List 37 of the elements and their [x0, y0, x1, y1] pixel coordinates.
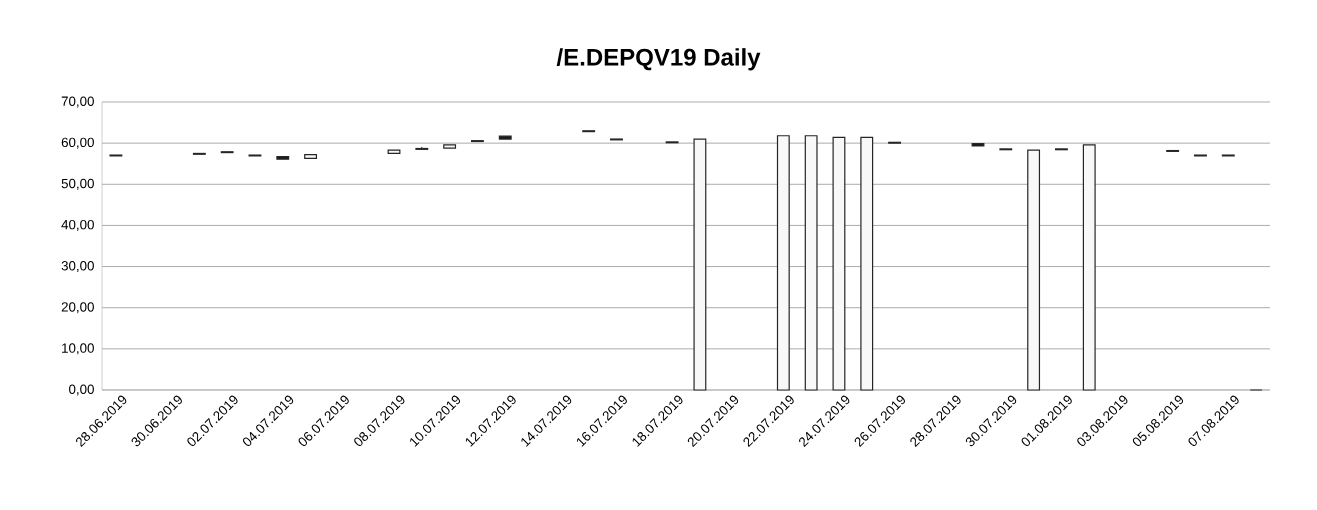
candlestick — [1166, 149, 1180, 152]
candlestick — [109, 154, 123, 157]
y-tick-label: 60,00 — [61, 137, 94, 149]
candlestick — [999, 148, 1013, 151]
candlestick — [387, 149, 401, 155]
candlestick — [1194, 154, 1207, 157]
candlestick — [582, 130, 596, 133]
candlestick — [832, 136, 846, 391]
y-tick-label: 10,00 — [62, 343, 94, 355]
candlestick — [693, 138, 707, 391]
candlestick — [248, 154, 262, 157]
candlestick — [804, 135, 818, 391]
candlestick — [776, 135, 790, 391]
candlestick — [1221, 154, 1235, 157]
y-tick-label: 0,00 — [69, 384, 94, 396]
candlestick — [971, 142, 985, 147]
candlestick — [415, 146, 429, 150]
y-tick-label: 30,00 — [61, 261, 94, 273]
candlestick — [276, 156, 290, 160]
candlestick — [888, 141, 902, 144]
candlestick — [1027, 149, 1041, 391]
y-tick-label: 50,00 — [61, 178, 94, 190]
candlestick — [665, 141, 679, 144]
candlestick — [471, 140, 484, 143]
candlestick — [220, 151, 234, 154]
candlestick — [860, 136, 874, 391]
candlestick — [610, 138, 623, 141]
y-tick-label: 70,00 — [61, 96, 94, 108]
candlestick — [443, 144, 457, 149]
y-tick-label: 20,00 — [61, 302, 94, 314]
y-tick-label: 40,00 — [61, 219, 94, 231]
candlestick — [498, 135, 512, 140]
chart-title: /E.DEPQV19 Daily — [556, 48, 761, 71]
candlestick — [192, 152, 206, 155]
candlestick — [1054, 148, 1068, 151]
candlestick — [1082, 144, 1096, 391]
candlestick — [304, 154, 318, 159]
